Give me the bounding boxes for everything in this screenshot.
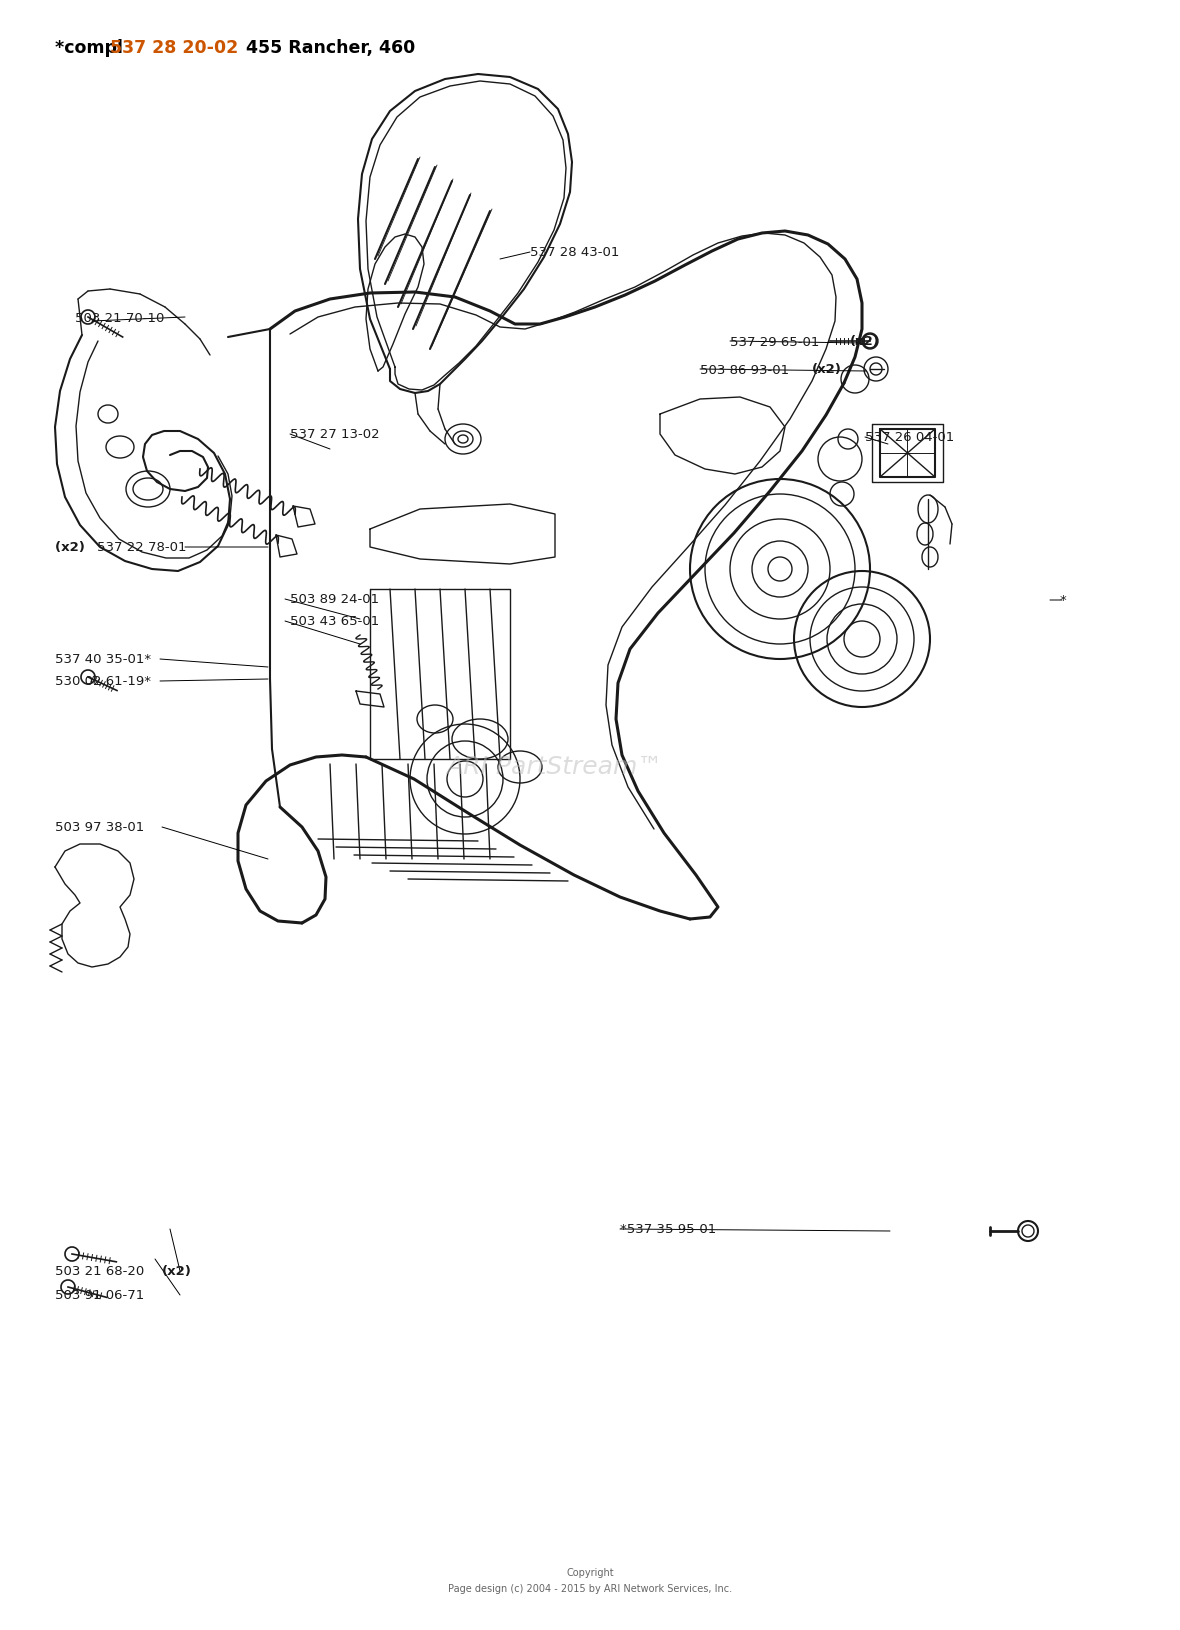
Text: 503 43 65-01: 503 43 65-01	[290, 615, 379, 628]
Text: 503 21 68-20: 503 21 68-20	[55, 1265, 149, 1278]
Text: ARI PartStream™: ARI PartStream™	[446, 755, 663, 778]
Text: 503 91 06-71: 503 91 06-71	[55, 1289, 144, 1302]
Text: 537 29 65-01: 537 29 65-01	[730, 336, 824, 349]
Text: 503 89 24-01: 503 89 24-01	[290, 593, 379, 606]
Text: 503 21 70-10: 503 21 70-10	[76, 311, 164, 324]
Text: 537 28 20-02: 537 28 20-02	[110, 39, 238, 57]
Text: Copyright: Copyright	[566, 1566, 614, 1578]
Text: *537 35 95-01: *537 35 95-01	[620, 1222, 716, 1236]
Text: 537 40 35-01*: 537 40 35-01*	[55, 654, 151, 667]
Text: *compl: *compl	[55, 39, 129, 57]
Text: *: *	[1060, 595, 1067, 606]
Text: (x2): (x2)	[850, 336, 880, 349]
Text: (x2): (x2)	[55, 541, 90, 554]
Text: 503 86 93-01: 503 86 93-01	[700, 363, 793, 377]
Text: (x2): (x2)	[812, 363, 841, 377]
Text: 537 22 78-01: 537 22 78-01	[97, 541, 186, 554]
Text: 537 26 04-01: 537 26 04-01	[865, 432, 955, 445]
Text: 503 97 38-01: 503 97 38-01	[55, 822, 144, 835]
Text: Page design (c) 2004 - 2015 by ARI Network Services, Inc.: Page design (c) 2004 - 2015 by ARI Netwo…	[448, 1583, 732, 1593]
Text: (x2): (x2)	[162, 1265, 192, 1278]
Text: 530 02 61-19*: 530 02 61-19*	[55, 675, 151, 688]
Text: 537 27 13-02: 537 27 13-02	[290, 429, 380, 442]
Text: 537 28 43-01: 537 28 43-01	[530, 246, 620, 259]
Text: 455 Rancher, 460: 455 Rancher, 460	[240, 39, 415, 57]
